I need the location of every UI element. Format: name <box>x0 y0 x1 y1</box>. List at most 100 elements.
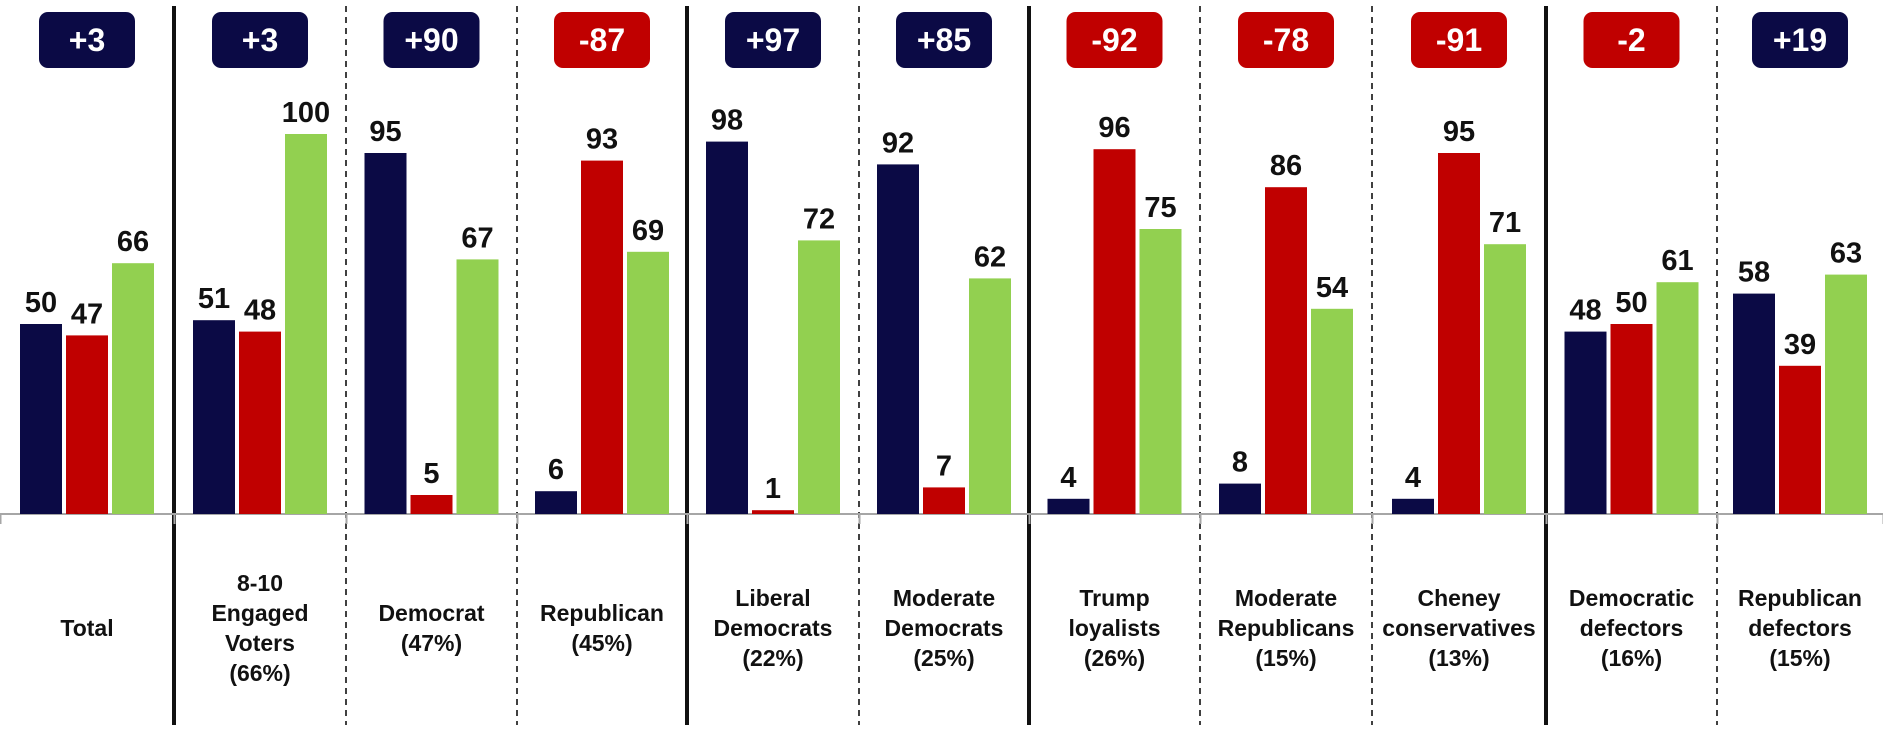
bar-value-label: 39 <box>1784 329 1816 361</box>
category-label: Democratic defectors (16%) <box>1569 585 1694 671</box>
group-separators <box>172 6 1718 725</box>
bar-value-label: 50 <box>1615 287 1647 319</box>
bar <box>706 141 748 514</box>
bar <box>410 495 453 514</box>
bar-value-label: 4 <box>1405 462 1421 494</box>
bar <box>1438 153 1480 514</box>
bar <box>1610 324 1653 514</box>
bar-value-label: 6 <box>548 454 564 486</box>
bar <box>285 134 327 514</box>
bar-value-label: 50 <box>25 287 57 319</box>
bar <box>1564 331 1607 514</box>
difference-badge-label: -92 <box>1091 22 1137 58</box>
difference-badge-label: +90 <box>404 22 458 58</box>
bar-value-label: 8 <box>1232 447 1248 479</box>
bar <box>752 510 794 514</box>
bar-value-label: 48 <box>244 295 276 327</box>
bar-value-label: 47 <box>71 298 103 330</box>
category-label: 8-10 Engaged Voters (66%) <box>211 570 308 686</box>
difference-badge-label: +97 <box>746 22 800 58</box>
bar <box>1484 244 1526 514</box>
bar <box>193 320 235 514</box>
difference-badge <box>383 12 480 68</box>
difference-badge <box>1066 12 1163 68</box>
category-label: Democrat (47%) <box>378 600 484 656</box>
bar-value-label: 66 <box>117 226 149 258</box>
difference-badge <box>1238 12 1334 68</box>
bar <box>1139 229 1182 514</box>
category-label: Moderate Democrats (25%) <box>885 585 1004 671</box>
difference-badge-label: +3 <box>69 22 105 58</box>
difference-badge-label: -87 <box>579 22 625 58</box>
bar-value-label: 86 <box>1270 150 1302 182</box>
category-label: Trump loyalists (26%) <box>1068 585 1160 671</box>
bar <box>1779 365 1821 514</box>
bar-value-label: 63 <box>1830 238 1862 270</box>
bar <box>1825 274 1867 514</box>
difference-badge-label: -91 <box>1436 22 1482 58</box>
bar-value-label: 71 <box>1489 207 1521 239</box>
bar-value-label: 5 <box>423 458 439 490</box>
bar-value-label: 95 <box>1443 116 1475 148</box>
difference-badge <box>896 12 992 68</box>
difference-badge <box>1411 12 1507 68</box>
bar-value-label: 100 <box>282 97 330 129</box>
category-label: Total <box>60 615 113 641</box>
difference-badge-label: +19 <box>1773 22 1827 58</box>
category-label: Moderate Republicans (15%) <box>1218 585 1355 671</box>
bar <box>1733 293 1775 514</box>
difference-badge <box>725 12 821 68</box>
bar <box>66 335 108 514</box>
difference-badge <box>39 12 135 68</box>
bar-value-label: 69 <box>632 215 664 247</box>
bar-value-label: 67 <box>461 222 493 254</box>
bar <box>535 491 577 514</box>
bar <box>1656 282 1699 514</box>
category-label: Liberal Democrats (22%) <box>714 585 833 671</box>
difference-badge-label: -78 <box>1263 22 1309 58</box>
difference-badge-label: +85 <box>917 22 971 58</box>
bar-value-label: 98 <box>711 105 743 137</box>
bar-value-label: 93 <box>586 124 618 156</box>
bar-value-label: 95 <box>369 116 401 148</box>
bar-value-label: 1 <box>765 473 781 505</box>
bar-value-label: 75 <box>1144 192 1176 224</box>
bar <box>112 263 154 514</box>
difference-badge-label: -2 <box>1617 22 1645 58</box>
difference-badge <box>212 12 308 68</box>
bar-value-label: 96 <box>1098 112 1130 144</box>
bar <box>1047 498 1090 514</box>
bar-value-label: 62 <box>974 241 1006 273</box>
bar <box>1219 483 1261 514</box>
difference-badge-label: +3 <box>242 22 278 58</box>
bar <box>627 251 669 515</box>
bar <box>456 259 499 514</box>
bar-value-label: 54 <box>1316 272 1348 304</box>
bar <box>1392 498 1434 514</box>
category-labels-group: Total 8-10 Engaged Voters (66%) Democrat (47%)… <box>60 570 1862 686</box>
bar-value-label: 61 <box>1661 245 1693 277</box>
bar <box>364 153 407 514</box>
bar <box>969 278 1011 514</box>
difference-badge <box>1583 12 1680 68</box>
value-labels-group: 50 47 66 51 48 100 95 5 67 6 93 69 98 1 72 92 7 62 4 96 75 8 8… <box>25 97 1862 505</box>
x-axis-ticks <box>0 514 1883 524</box>
category-label: Cheney conservatives (13%) <box>1382 585 1535 671</box>
bar <box>1093 149 1136 514</box>
bar-value-label: 51 <box>198 283 230 315</box>
difference-badge <box>554 12 650 68</box>
bar <box>877 164 919 514</box>
category-label: Republican (45%) <box>540 600 664 656</box>
category-label: Republican defectors (15%) <box>1738 585 1862 671</box>
bar-value-label: 7 <box>936 450 952 482</box>
bar-value-label: 4 <box>1060 462 1076 494</box>
bars-group <box>20 134 1867 515</box>
bar <box>923 487 965 514</box>
bar-value-label: 48 <box>1569 295 1601 327</box>
bar-value-label: 58 <box>1738 257 1770 289</box>
bar <box>20 324 62 514</box>
bar <box>1311 308 1353 514</box>
bar-value-label: 72 <box>803 203 835 235</box>
bar <box>1265 187 1307 514</box>
